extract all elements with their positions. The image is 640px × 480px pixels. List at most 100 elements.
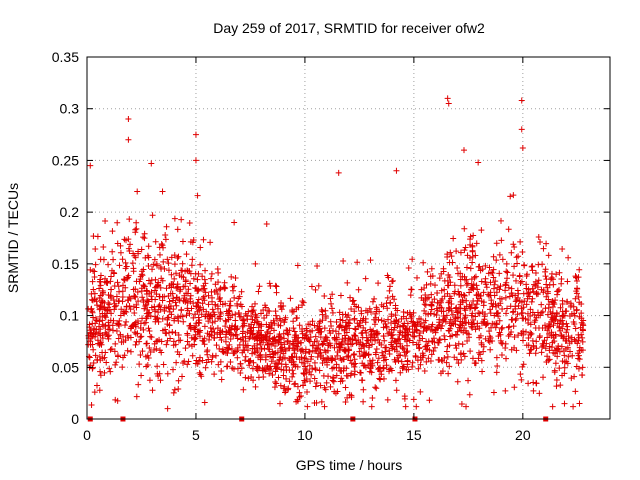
data-point <box>376 340 383 347</box>
data-point <box>217 358 224 365</box>
data-point <box>390 327 397 334</box>
data-point <box>408 313 415 320</box>
data-point <box>151 303 158 310</box>
data-point <box>375 280 382 287</box>
data-point <box>354 259 361 266</box>
data-point <box>318 398 325 405</box>
data-point <box>576 356 583 363</box>
data-point <box>490 301 497 308</box>
data-point <box>91 296 98 303</box>
data-point <box>486 264 493 271</box>
data-point <box>170 338 177 345</box>
data-point <box>145 355 152 362</box>
data-point <box>248 321 255 328</box>
data-point <box>428 351 435 358</box>
data-point <box>436 336 443 343</box>
data-point <box>255 288 262 295</box>
data-point <box>355 286 362 293</box>
data-point <box>265 324 272 331</box>
data-point <box>97 372 104 379</box>
data-point <box>532 269 539 276</box>
data-point <box>355 304 362 311</box>
data-point <box>477 332 484 339</box>
data-point <box>247 327 254 334</box>
data-point <box>379 349 386 356</box>
data-point <box>405 264 412 271</box>
data-point <box>348 341 355 348</box>
data-point <box>317 382 324 389</box>
data-point <box>177 337 184 344</box>
data-point <box>158 275 165 282</box>
data-point <box>422 295 429 302</box>
data-point <box>162 236 169 243</box>
data-point <box>351 316 358 323</box>
data-point <box>447 249 454 256</box>
data-point <box>366 368 373 375</box>
data-point <box>187 325 194 332</box>
data-point <box>199 273 206 280</box>
data-point <box>496 329 503 336</box>
data-point <box>388 311 395 318</box>
data-point <box>130 268 137 275</box>
data-point <box>290 308 297 315</box>
data-point <box>278 306 285 313</box>
data-point <box>541 337 548 344</box>
data-point <box>140 282 147 289</box>
data-point <box>376 308 383 315</box>
data-point <box>561 352 568 359</box>
data-point <box>271 320 278 327</box>
data-point <box>127 306 134 313</box>
data-point <box>328 305 335 312</box>
data-point <box>221 279 228 286</box>
data-point <box>288 353 295 360</box>
data-point <box>118 306 125 313</box>
data-point <box>444 343 451 350</box>
data-point <box>343 314 350 321</box>
data-point <box>416 345 423 352</box>
data-point <box>187 292 194 299</box>
data-point <box>127 334 134 341</box>
data-point <box>436 300 443 307</box>
data-point <box>200 236 207 243</box>
data-point <box>413 327 420 334</box>
data-point <box>89 278 96 285</box>
data-point <box>328 357 335 364</box>
data-point <box>551 367 558 374</box>
data-point <box>559 246 566 253</box>
data-point <box>113 302 120 309</box>
data-point <box>530 379 537 386</box>
data-point <box>489 338 496 345</box>
data-point <box>131 293 138 300</box>
data-point <box>126 248 133 255</box>
data-point <box>479 368 486 375</box>
data-point <box>105 261 112 268</box>
data-point <box>292 380 299 387</box>
data-point <box>173 285 180 292</box>
data-point <box>503 310 510 317</box>
data-point <box>401 328 408 335</box>
data-point <box>503 355 510 362</box>
data-point <box>273 283 280 290</box>
data-point <box>362 275 369 282</box>
data-point <box>94 233 101 240</box>
data-point <box>424 325 431 332</box>
data-point <box>530 343 537 350</box>
data-point <box>189 352 196 359</box>
data-point <box>136 361 143 368</box>
data-point <box>527 312 534 319</box>
data-point <box>187 270 194 277</box>
data-point <box>291 340 298 347</box>
data-point <box>97 278 104 285</box>
data-point <box>499 306 506 313</box>
data-point <box>257 341 264 348</box>
data-point <box>511 333 518 340</box>
data-point <box>461 247 468 254</box>
data-point <box>99 349 106 356</box>
data-point <box>519 249 526 256</box>
data-point <box>317 334 324 341</box>
data-point <box>357 317 364 324</box>
data-point <box>548 344 555 351</box>
data-point <box>175 253 182 260</box>
data-point <box>350 351 357 358</box>
data-point <box>149 387 156 394</box>
